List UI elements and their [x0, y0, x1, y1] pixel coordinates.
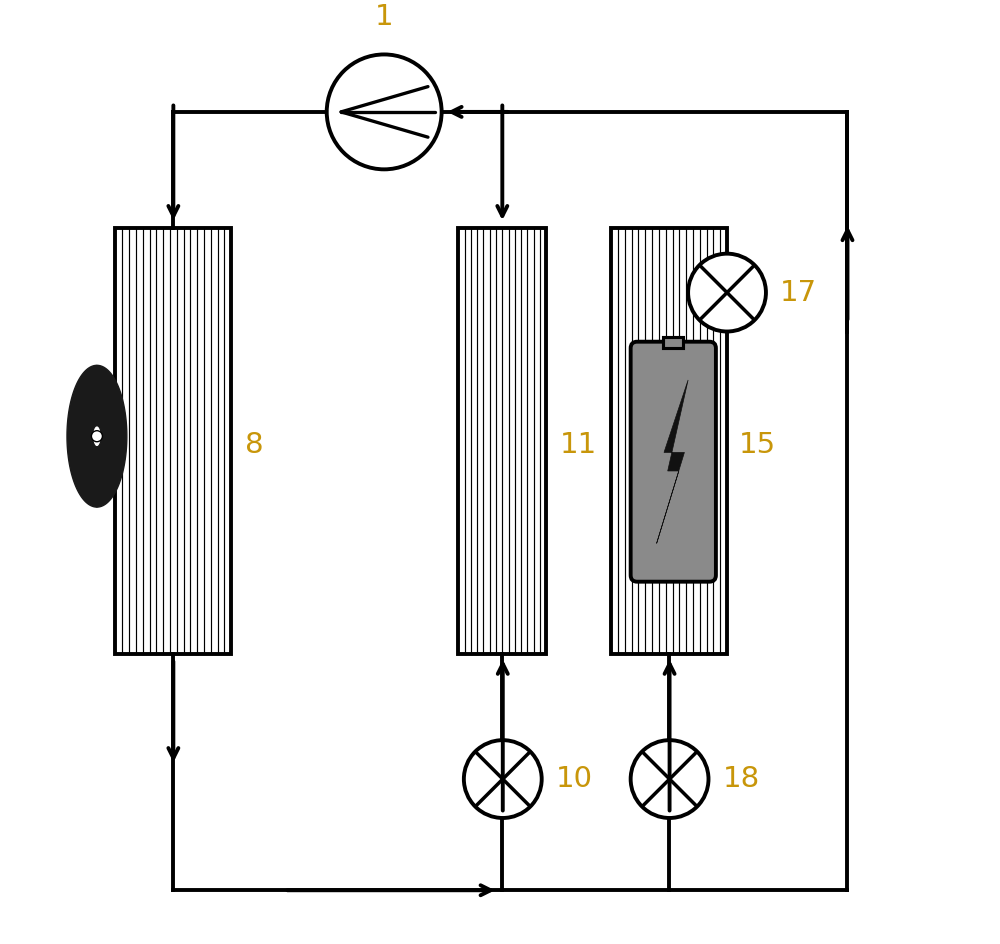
- Circle shape: [464, 740, 542, 818]
- Circle shape: [631, 740, 708, 818]
- Circle shape: [91, 430, 102, 442]
- Polygon shape: [67, 365, 97, 507]
- Bar: [611, 228, 727, 654]
- Polygon shape: [657, 380, 688, 544]
- Bar: [458, 228, 546, 654]
- Text: 11: 11: [560, 431, 597, 460]
- Circle shape: [327, 55, 442, 169]
- Circle shape: [688, 254, 766, 331]
- Text: 1: 1: [375, 4, 393, 31]
- FancyBboxPatch shape: [631, 342, 716, 582]
- Text: 8: 8: [245, 431, 264, 460]
- Bar: [663, 337, 683, 348]
- Text: 10: 10: [556, 765, 593, 793]
- Bar: [115, 228, 231, 654]
- Polygon shape: [97, 365, 127, 507]
- Text: 18: 18: [722, 765, 760, 793]
- Text: 17: 17: [780, 278, 817, 307]
- Text: 15: 15: [739, 431, 776, 460]
